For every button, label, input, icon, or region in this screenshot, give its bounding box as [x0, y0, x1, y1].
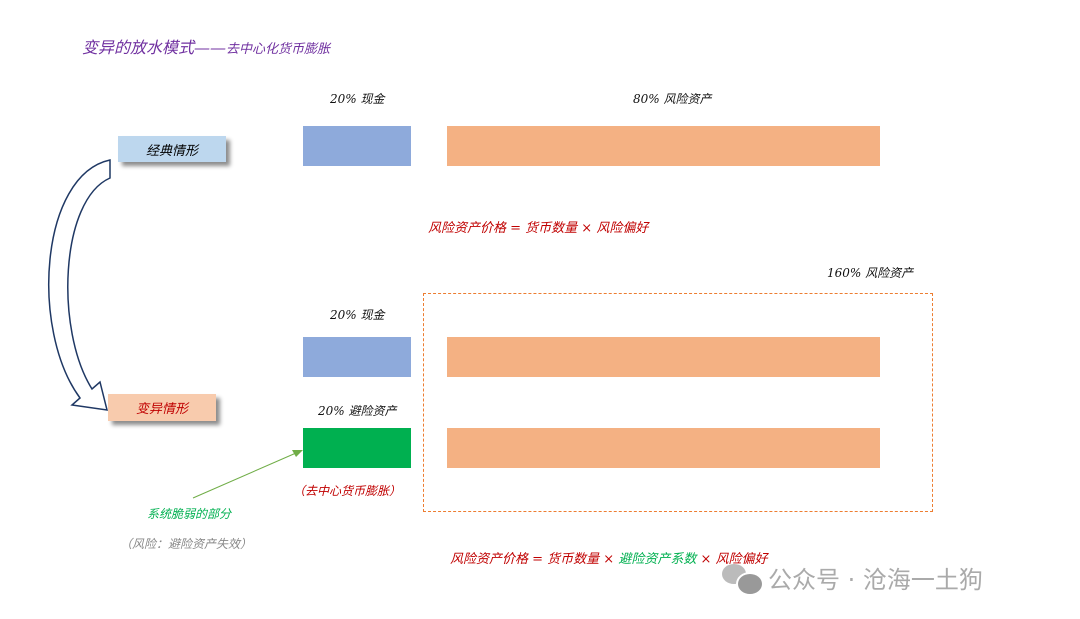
fragile-label: 系统脆弱的部分 [147, 507, 232, 521]
classic-risk-bar [447, 126, 880, 166]
title-main: 变异的放水模式—— [82, 38, 227, 57]
wechat-icon [722, 562, 764, 596]
fragile-note: （风险：避险资产失效） [120, 537, 253, 551]
watermark: 公众号 · 沧海一土狗 [722, 560, 983, 596]
variant-risk-bar-1 [447, 337, 880, 377]
variant-scenario-label: 变异情形 [108, 394, 216, 421]
variant-formula: 风险资产价格 = 货币数量 × 避险资产系数 × 风险偏好 [450, 548, 768, 567]
variant-safe-note: （去中心货币膨胀） [293, 484, 402, 498]
classic-formula: 风险资产价格 = 货币数量 × 风险偏好 [428, 221, 649, 236]
formula-part1: 风险资产价格 = 货币数量 × [450, 552, 619, 567]
classic-scenario-label: 经典情形 [118, 136, 226, 162]
slide-title: 变异的放水模式——去中心化货币膨胀 [82, 34, 330, 58]
variant-safe-label: 20% 避险资产 [318, 404, 397, 418]
variant-risk-bar-2 [447, 428, 880, 468]
curved-arrow-icon [48, 159, 111, 411]
pointer-arrow-head-icon [292, 450, 303, 457]
formula-part2: 避险资产系数 [618, 552, 697, 567]
classic-risk-label: 80% 风险资产 [633, 92, 712, 106]
variant-risk-total-label: 160% 风险资产 [827, 266, 914, 280]
classic-cash-label: 20% 现金 [330, 92, 385, 106]
watermark-text: 公众号 · 沧海一土狗 [768, 566, 983, 594]
variant-safe-bar [303, 428, 411, 468]
variant-cash-label: 20% 现金 [330, 308, 385, 322]
pointer-arrow-line [192, 452, 297, 499]
title-sub: 去中心化货币膨胀 [226, 42, 331, 57]
variant-cash-bar [303, 337, 411, 377]
classic-cash-bar [303, 126, 411, 166]
formula-part3: × 风险偏好 [696, 552, 768, 567]
risk-asset-dashed-frame [423, 293, 933, 512]
